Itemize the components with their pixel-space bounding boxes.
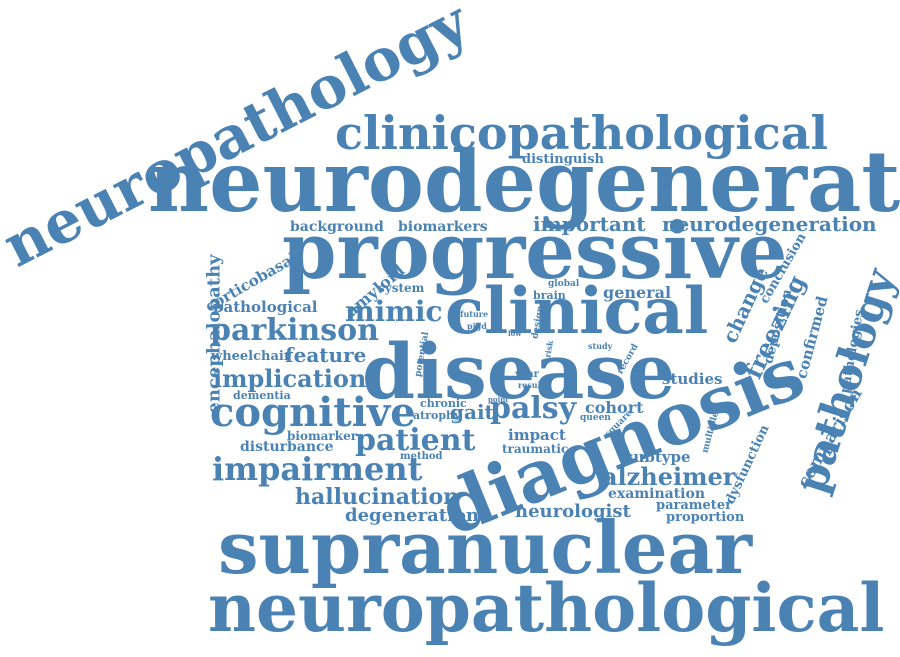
word-wheelchair: wheelchair bbox=[211, 349, 291, 364]
word-cohort: cohort bbox=[585, 398, 644, 417]
word-distinguish: distinguish bbox=[522, 152, 604, 167]
word-pathological: pathological bbox=[213, 298, 318, 316]
word-gait: gait bbox=[450, 400, 494, 424]
word-result: result bbox=[518, 380, 545, 390]
word-global: global bbox=[548, 279, 580, 289]
word-traumatic: traumatic bbox=[502, 442, 569, 456]
word-examination: examination bbox=[608, 486, 706, 502]
word-clinical: clinical bbox=[445, 274, 709, 349]
word-biomarkers: biomarkers bbox=[398, 219, 488, 235]
word-neuropathological: neuropathological bbox=[208, 569, 885, 647]
word-system: system bbox=[378, 281, 425, 295]
word-degeneration: degeneration bbox=[345, 505, 480, 526]
word-pigd: pigd bbox=[467, 321, 487, 331]
word-impact: impact bbox=[508, 426, 566, 444]
word-supranuclear: supranuclear bbox=[218, 505, 753, 590]
word-cognitive: cognitive bbox=[210, 389, 416, 436]
word-parameter: parameter bbox=[656, 498, 732, 513]
word-queen: queen bbox=[580, 413, 611, 423]
word-study: study bbox=[588, 341, 613, 351]
word-neurodegeneration: neurodegeneration bbox=[662, 212, 877, 236]
word-brain: brain bbox=[533, 289, 566, 302]
word-hallucination: hallucination bbox=[295, 484, 460, 510]
word-disturbance: disturbance bbox=[240, 439, 334, 455]
word-year: year bbox=[515, 369, 539, 380]
word-clinicopathological: clinicopathological bbox=[335, 106, 828, 160]
word-palsy: palsy bbox=[490, 391, 577, 426]
word-neurodegenerative: neurodegenerative bbox=[148, 132, 900, 231]
word-chronic: chronic bbox=[420, 397, 467, 410]
word-feature: feature bbox=[285, 343, 367, 367]
word-implication: implication bbox=[213, 364, 367, 393]
word-patient: patient bbox=[355, 423, 476, 458]
word-low: low bbox=[508, 329, 522, 338]
word-general: general bbox=[603, 283, 672, 302]
word-neurologist: neurologist bbox=[515, 501, 631, 522]
word-dementia: dementia bbox=[233, 389, 291, 402]
word-point: point bbox=[488, 395, 509, 404]
word-subtype: subtype bbox=[625, 448, 691, 466]
word-impairment: impairment bbox=[212, 450, 423, 488]
word-parkinson: parkinson bbox=[210, 313, 379, 348]
word-future: future bbox=[460, 309, 489, 319]
word-atrophy: atrophy bbox=[413, 409, 461, 422]
word-biomarker: biomarker bbox=[287, 429, 358, 443]
word-proportion: proportion bbox=[666, 510, 745, 525]
word-mimic: mimic bbox=[345, 295, 443, 328]
word-important: important bbox=[533, 212, 646, 236]
word-alzheimer: alzheimer bbox=[602, 462, 736, 491]
word-method: method bbox=[400, 451, 443, 462]
word-background: background bbox=[290, 219, 384, 235]
word-studies: studies bbox=[662, 370, 723, 388]
word-disease: disease bbox=[362, 327, 676, 416]
word-progressive: progressive bbox=[282, 206, 788, 297]
